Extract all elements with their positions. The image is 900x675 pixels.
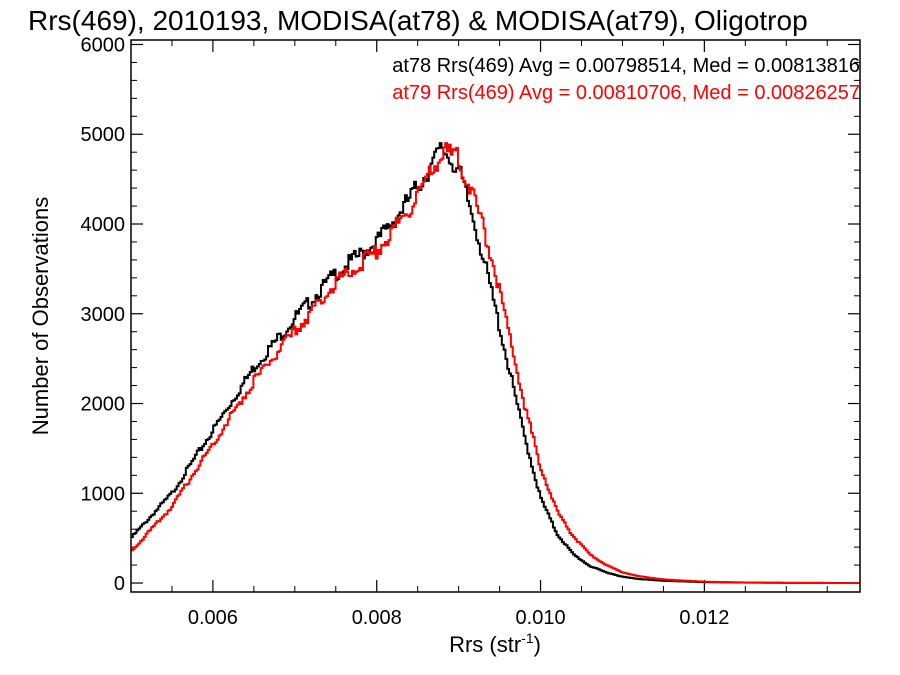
x-axis-label-main: Rrs (str [449, 632, 521, 657]
y-tick-label: 1000 [81, 483, 126, 505]
y-tick-label: 5000 [81, 124, 126, 146]
series-at79-line [131, 142, 860, 585]
chart-title: Rrs(469), 2010193, MODISA(at78) & MODISA… [28, 5, 808, 36]
axis-ticks [131, 40, 860, 592]
x-axis-label-close: ) [534, 632, 541, 657]
x-axis-label: Rrs (str-1) [449, 630, 541, 657]
plot-frame [130, 39, 861, 593]
legend-entry-at78: at78 Rrs(469) Avg = 0.00798514, Med = 0.… [392, 55, 860, 77]
y-axis-label: Number of Observations [28, 197, 53, 435]
x-axis-label-sup: -1 [521, 630, 534, 646]
y-tick-label: 6000 [81, 34, 126, 56]
x-tick-label: 0.006 [188, 607, 238, 629]
x-tick-label: 0.010 [516, 607, 566, 629]
x-tick-label: 0.012 [679, 607, 729, 629]
y-tick-label: 0 [114, 573, 125, 595]
x-tick-label: 0.008 [352, 607, 402, 629]
y-tick-label: 3000 [81, 304, 126, 326]
tick-labels: 0.006 0.008 0.010 0.012 0 1000 2000 3000 4000 500… [81, 34, 730, 629]
legend-entry-at79: at79 Rrs(469) Avg = 0.00810706, Med = 0.… [392, 82, 860, 104]
series-at78-line [131, 142, 860, 585]
y-tick-label: 4000 [81, 214, 126, 236]
series-layer [131, 142, 860, 585]
y-tick-label: 2000 [81, 394, 126, 416]
